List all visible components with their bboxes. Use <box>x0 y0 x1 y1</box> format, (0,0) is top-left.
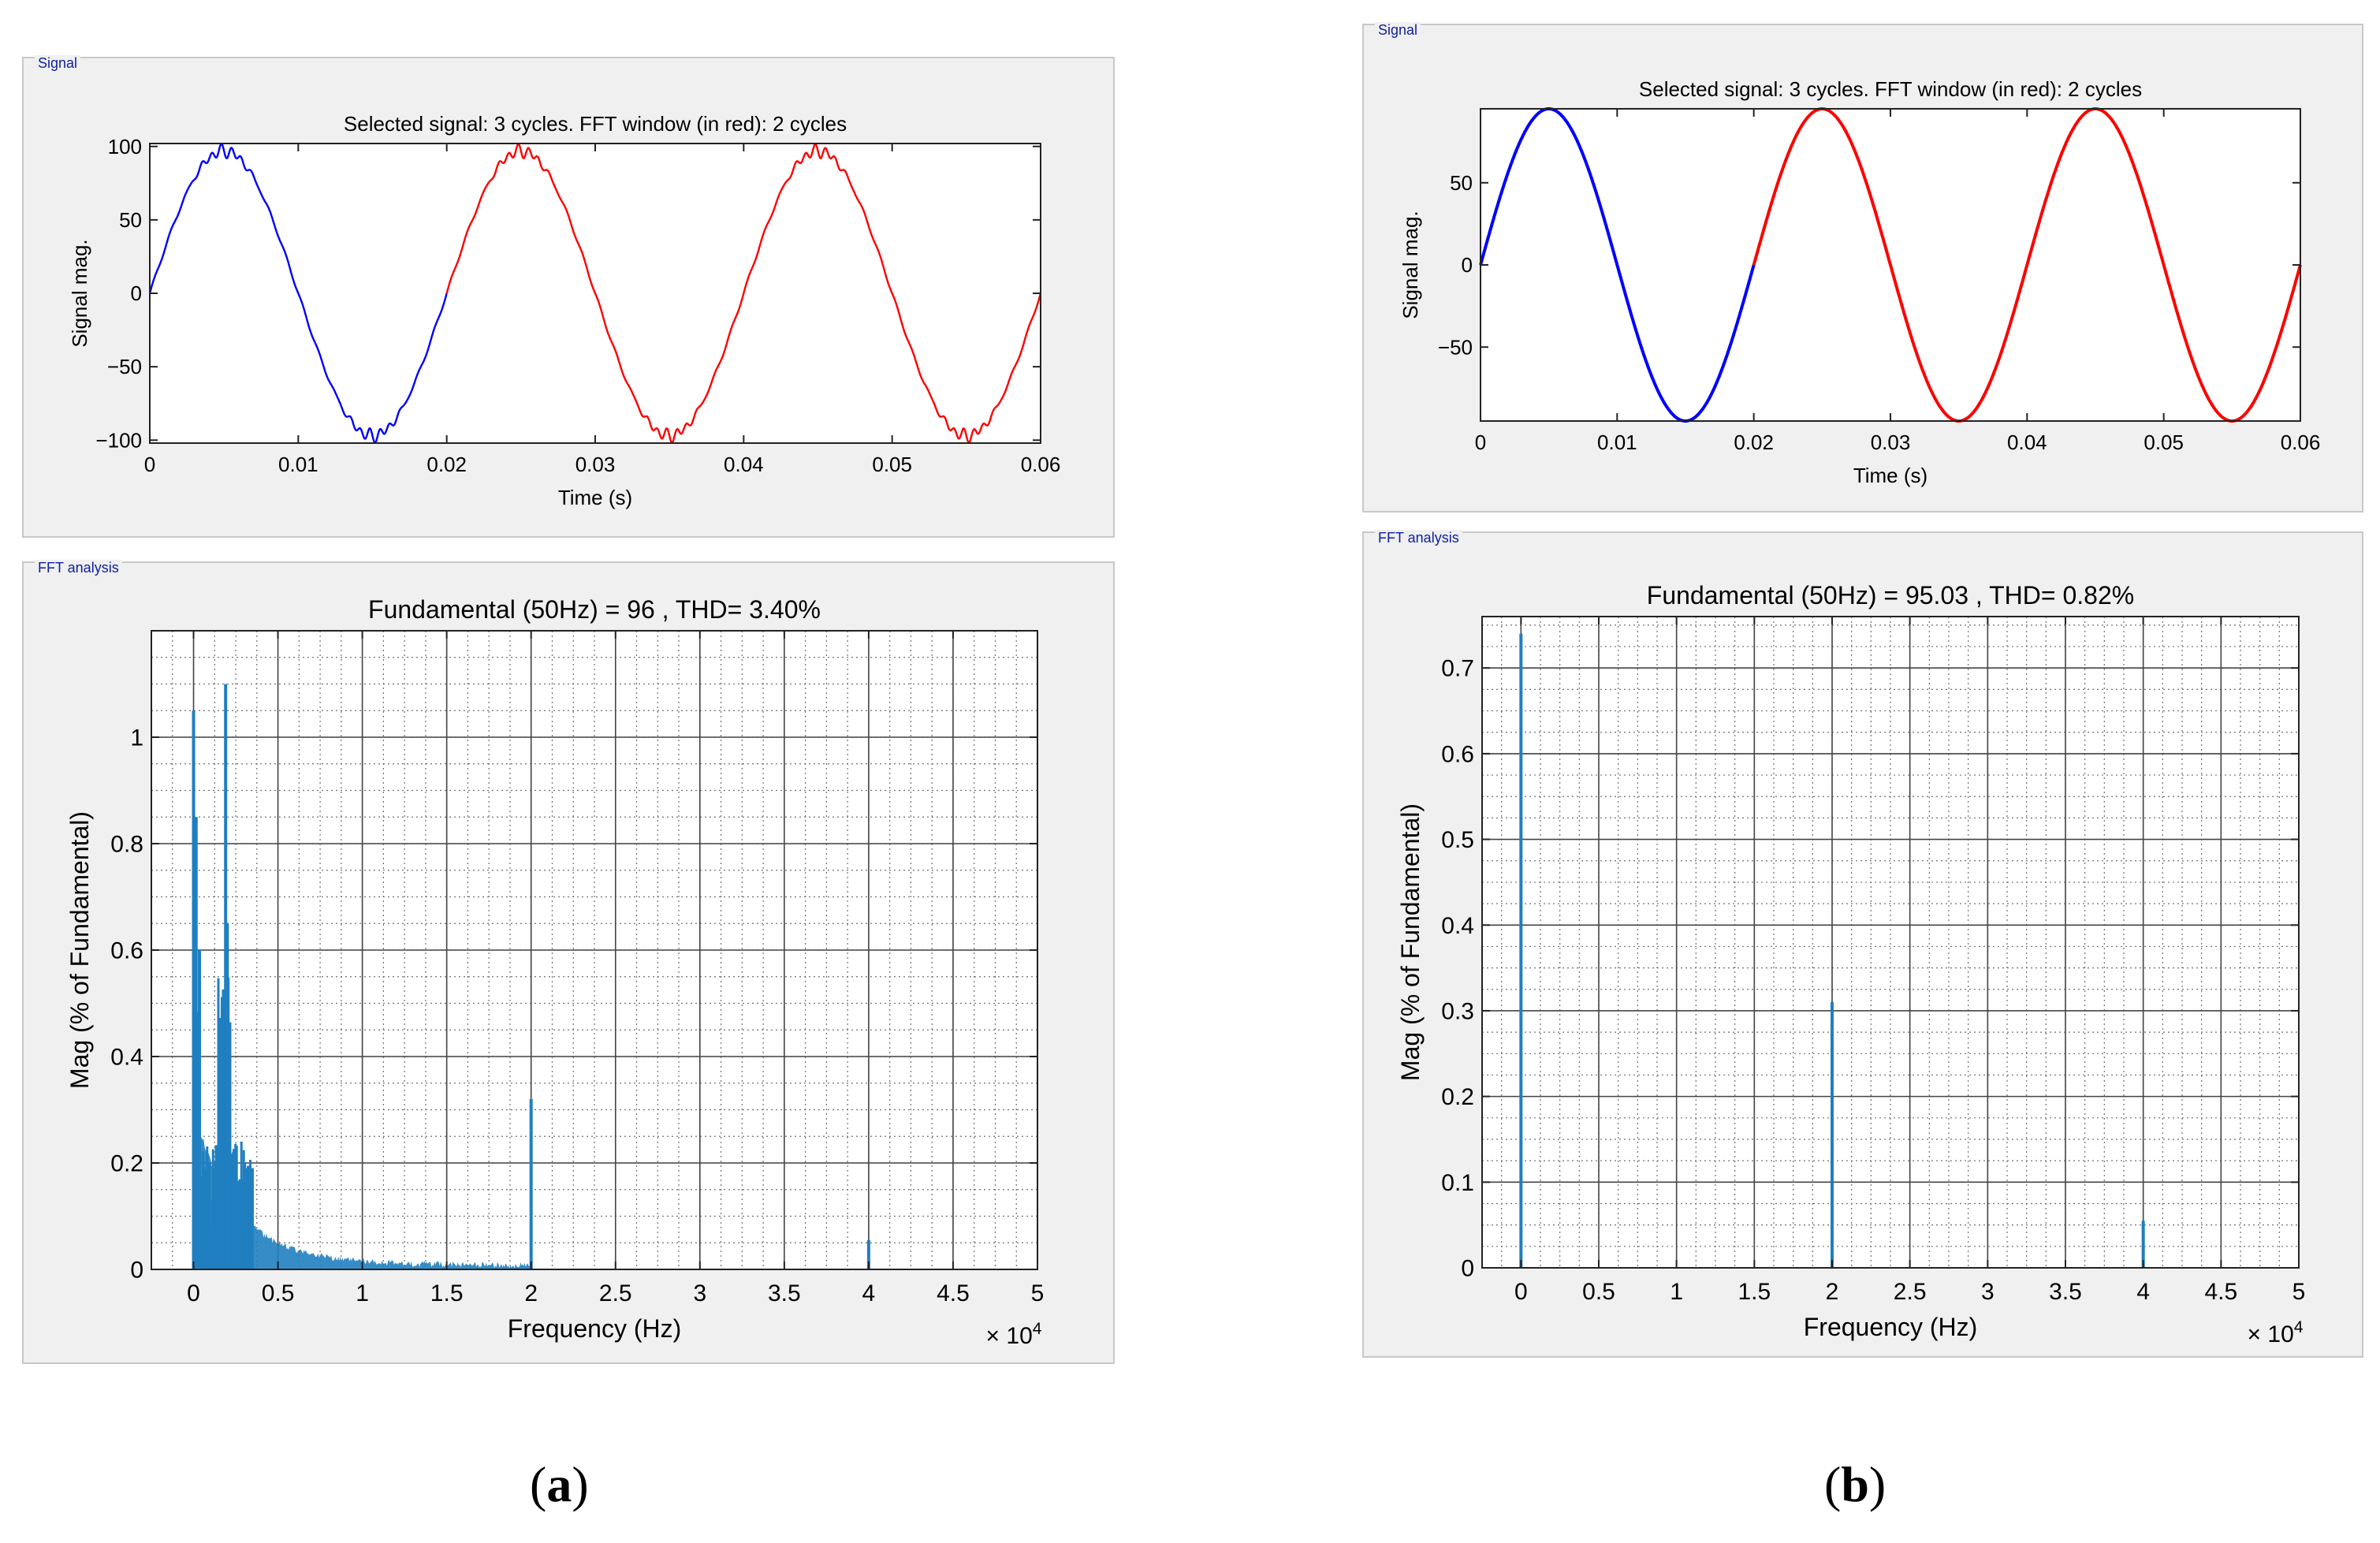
y-axis-label: Mag (% of Fundamental) <box>65 811 94 1089</box>
x-tick-label: 3 <box>1981 1279 1995 1305</box>
chart-title: Fundamental (50Hz) = 96 , THD= 3.40% <box>368 595 821 624</box>
x-tick-label: 1.5 <box>1738 1279 1771 1305</box>
caption-a-letter: a <box>546 1456 572 1512</box>
x-tick-label: 4 <box>2136 1279 2150 1305</box>
y-tick-label: −50 <box>107 355 142 378</box>
y-tick-label: 50 <box>1450 171 1473 195</box>
x-tick-label: 0.04 <box>724 453 764 476</box>
x-tick-label: 0.01 <box>1597 430 1637 454</box>
fft-bar <box>251 1168 254 1269</box>
x-tick-label: 4 <box>862 1280 876 1306</box>
y-tick-label: 0.2 <box>1441 1084 1474 1110</box>
chart-title: Fundamental (50Hz) = 95.03 , THD= 0.82% <box>1647 581 2134 609</box>
x-tick-label: 5 <box>2292 1279 2306 1305</box>
y-tick-label: 50 <box>119 208 142 232</box>
x-tick-label: 0 <box>187 1280 200 1306</box>
x-tick-label: 0.04 <box>2007 430 2047 454</box>
x-tick-label: 3.5 <box>768 1280 801 1306</box>
x-tick-label: 0.02 <box>1734 430 1774 454</box>
x-tick-label: 1.5 <box>430 1280 464 1306</box>
fft-peak <box>1519 634 1522 1268</box>
charts-canvas: 0 0.01 0.02 0.03 0.04 0.05 0.06100500−50−100Se… <box>0 0 2380 1543</box>
x-tick-label: 3 <box>693 1280 706 1306</box>
x-tick-label: 0.06 <box>2281 430 2321 454</box>
y-tick-label: 0.5 <box>1441 827 1474 853</box>
x-tick-label: 0.06 <box>1021 453 1061 476</box>
chart-title: Selected signal: 3 cycles. FFT window (i… <box>344 112 847 136</box>
caption-b-close: ) <box>1869 1456 1886 1512</box>
x-exponent-label: × 104 <box>2248 1318 2304 1347</box>
x-tick-label: 4.5 <box>2204 1279 2237 1305</box>
caption-a-close: ) <box>572 1456 588 1512</box>
y-tick-label: −100 <box>95 428 142 452</box>
y-tick-label: 0.1 <box>1441 1170 1474 1196</box>
fft-peak <box>198 950 201 1269</box>
y-axis-label: Mag (% of Fundamental) <box>1396 803 1425 1081</box>
x-tick-label: 1 <box>356 1280 369 1306</box>
x-tick-label: 1 <box>1670 1279 1683 1305</box>
x-tick-label: 0.03 <box>575 453 616 476</box>
x-exponent-label: × 104 <box>986 1320 1042 1349</box>
caption-a-open: ( <box>530 1456 546 1512</box>
x-tick-label: 0.5 <box>1582 1279 1615 1305</box>
x-tick-label: 2 <box>1826 1279 1839 1305</box>
fft-peak <box>1831 1002 1834 1268</box>
y-tick-label: 0.4 <box>110 1045 143 1071</box>
x-tick-label: 0 <box>1475 430 1486 454</box>
y-tick-label: 0 <box>1462 253 1473 277</box>
x-tick-label: 0 <box>1514 1279 1528 1305</box>
x-axis-label: Time (s) <box>1853 464 1927 487</box>
caption-a: (a) <box>530 1455 589 1514</box>
x-tick-label: 3.5 <box>2049 1279 2082 1305</box>
y-tick-label: 0.2 <box>110 1151 143 1177</box>
caption-b-open: ( <box>1824 1456 1841 1512</box>
x-tick-label: 0.03 <box>1871 430 1911 454</box>
y-axis-label: Signal mag. <box>1399 211 1422 319</box>
y-tick-label: 1 <box>130 725 143 751</box>
y-tick-label: 0 <box>130 1258 143 1284</box>
chart-title: Selected signal: 3 cycles. FFT window (i… <box>1639 77 2142 101</box>
caption-b: (b) <box>1824 1455 1886 1514</box>
x-tick-label: 2.5 <box>599 1280 632 1306</box>
x-exponent-power: 4 <box>2294 1318 2304 1336</box>
x-tick-label: 2.5 <box>1894 1279 1927 1305</box>
y-tick-label: 0.6 <box>1441 741 1474 767</box>
x-axis-label: Frequency (Hz) <box>508 1314 682 1343</box>
y-tick-label: −50 <box>1438 335 1473 359</box>
x-tick-label: 2 <box>524 1280 538 1306</box>
fft-peak <box>530 1099 533 1269</box>
y-tick-label: 0.8 <box>110 832 143 858</box>
x-tick-label: 5 <box>1031 1280 1045 1306</box>
fft-peak <box>221 1004 224 1270</box>
y-tick-label: 0 <box>131 281 142 305</box>
y-tick-label: 0.3 <box>1441 998 1474 1024</box>
x-tick-label: 0.05 <box>872 453 912 476</box>
y-tick-label: 0.7 <box>1441 656 1474 682</box>
x-tick-label: 0 <box>144 453 155 476</box>
x-tick-label: 0.01 <box>278 453 318 476</box>
fft-peak <box>195 817 198 1269</box>
x-tick-label: 0.02 <box>426 453 467 476</box>
x-tick-label: 0.05 <box>2143 430 2184 454</box>
x-exponent-power: 4 <box>1033 1320 1042 1338</box>
x-axis-label: Time (s) <box>558 486 632 509</box>
x-tick-label: 0.5 <box>262 1280 295 1306</box>
y-tick-label: 0 <box>1461 1256 1474 1282</box>
y-tick-label: 0.6 <box>110 938 143 964</box>
y-tick-label: 100 <box>108 135 142 158</box>
x-tick-label: 4.5 <box>937 1280 970 1306</box>
y-tick-label: 0.4 <box>1441 913 1474 939</box>
fft-peak <box>225 923 229 1269</box>
caption-b-letter: b <box>1841 1456 1869 1512</box>
x-axis-label: Frequency (Hz) <box>1804 1313 1978 1341</box>
y-axis-label: Signal mag. <box>68 239 91 347</box>
